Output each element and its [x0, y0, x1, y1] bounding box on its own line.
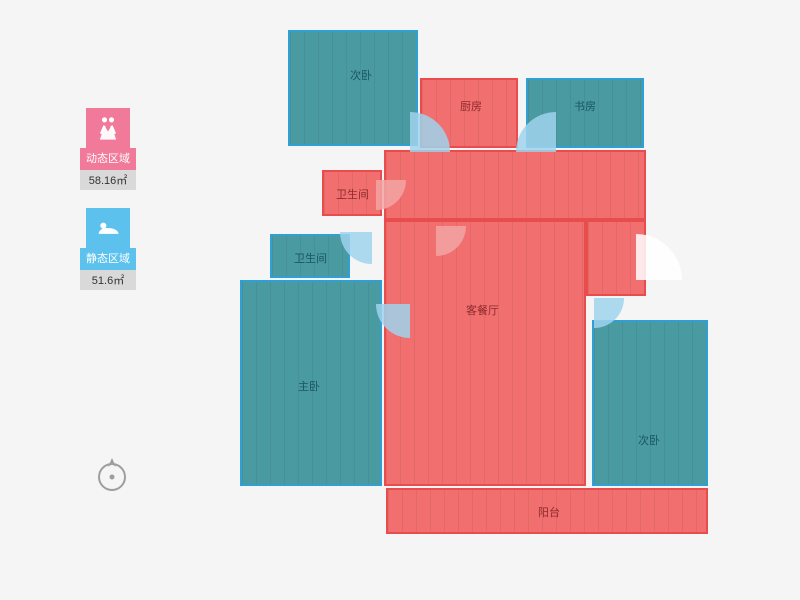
people-icon	[86, 108, 130, 148]
door-arc	[376, 304, 410, 338]
room-master: 主卧	[240, 280, 382, 486]
room-bath1: 卫生间	[322, 170, 382, 216]
room-balcony: 阳台	[386, 488, 708, 534]
legend-dynamic-title: 动态区域	[80, 148, 136, 170]
legend-static-value: 51.6㎡	[80, 270, 136, 290]
room-label: 次卧	[350, 67, 372, 83]
canvas: 动态区域 58.16㎡ 静态区域 51.6㎡ 次卧厨房书房卫生间卫生间客餐厅主卧…	[0, 0, 800, 600]
legend-static: 静态区域 51.6㎡	[80, 208, 136, 290]
room-label: 阳台	[538, 504, 560, 520]
room-label: 客餐厅	[466, 302, 499, 318]
room-bedroom2_low: 次卧	[592, 320, 708, 486]
door-arc	[410, 112, 450, 152]
room-living: 客餐厅	[384, 220, 586, 486]
legend-dynamic: 动态区域 58.16㎡	[80, 108, 136, 190]
room-label: 卫生间	[336, 186, 369, 202]
room-label: 卫生间	[294, 250, 327, 266]
door-arc	[340, 232, 372, 264]
room-label: 书房	[574, 98, 596, 114]
door-arc	[516, 112, 556, 152]
sleep-icon	[86, 208, 130, 248]
door-arc	[376, 180, 406, 210]
compass-icon	[92, 455, 132, 495]
floor-plan: 次卧厨房书房卫生间卫生间客餐厅主卧次卧阳台	[240, 30, 720, 570]
room-label: 厨房	[460, 98, 482, 114]
room-hall_upper	[384, 150, 646, 220]
room-bedroom2_top: 次卧	[288, 30, 418, 146]
door-arc	[594, 298, 624, 328]
room-label: 主卧	[298, 378, 320, 394]
door-arc	[436, 226, 466, 256]
legend: 动态区域 58.16㎡ 静态区域 51.6㎡	[80, 108, 136, 308]
legend-dynamic-value: 58.16㎡	[80, 170, 136, 190]
legend-static-title: 静态区域	[80, 248, 136, 270]
door-arc	[636, 234, 682, 280]
room-bath2: 卫生间	[270, 234, 350, 278]
room-label: 次卧	[638, 432, 660, 448]
